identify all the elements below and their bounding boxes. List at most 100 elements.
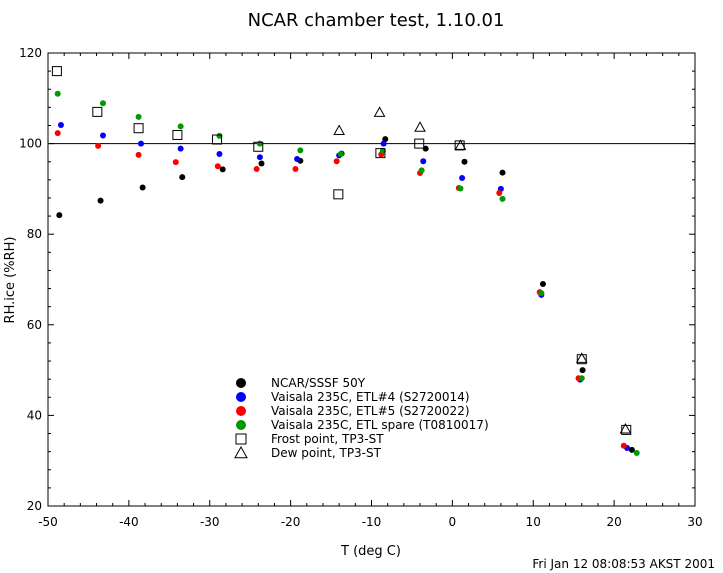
data-point xyxy=(99,100,106,107)
data-point xyxy=(51,66,62,77)
legend-marker xyxy=(235,433,247,445)
data-point xyxy=(135,113,142,120)
chart-title: NCAR chamber test, 1.10.01 xyxy=(248,10,505,31)
legend-label: Vaisala 235C, ETL spare (T0810017) xyxy=(271,418,489,432)
data-point xyxy=(138,140,145,147)
data-point xyxy=(99,132,106,139)
data-point xyxy=(380,140,387,147)
data-point xyxy=(56,212,63,219)
data-point xyxy=(496,189,503,196)
data-point xyxy=(499,169,506,176)
data-point xyxy=(256,140,263,147)
data-point xyxy=(333,124,345,135)
data-point xyxy=(172,129,183,140)
data-point xyxy=(373,106,386,117)
y-tick-label: 80 xyxy=(27,227,42,241)
data-point xyxy=(620,442,627,449)
y-axis-ticks: 20 40 60 80 100 120 xyxy=(19,46,695,513)
legend-label: Vaisala 235C, ETL#4 (S2720014) xyxy=(271,390,470,404)
series-3 xyxy=(54,90,640,456)
data-point xyxy=(256,154,263,161)
data-point xyxy=(538,290,545,297)
data-point xyxy=(54,90,61,97)
data-point xyxy=(97,197,104,204)
legend-label: Frost point, TP3-ST xyxy=(271,432,384,446)
y-axis-title: RH.ice (%RH) xyxy=(3,237,18,324)
data-point xyxy=(418,167,425,174)
data-point xyxy=(633,449,640,456)
data-point xyxy=(179,174,186,181)
x-axis-title: T (deg C) xyxy=(340,544,401,559)
data-point xyxy=(133,123,144,134)
data-series xyxy=(51,66,640,456)
data-point xyxy=(177,145,184,152)
data-point xyxy=(461,158,468,165)
data-point xyxy=(139,184,146,191)
data-point xyxy=(579,367,586,374)
data-point xyxy=(212,134,223,145)
x-tick-label: 20 xyxy=(606,515,621,529)
legend-marker xyxy=(236,392,246,402)
x-tick-label: -50 xyxy=(38,515,58,529)
legend-marker xyxy=(236,406,246,416)
y-tick-label: 60 xyxy=(27,318,42,332)
x-tick-label: 10 xyxy=(526,515,541,529)
legend-label: Dew point, TP3-ST xyxy=(271,446,382,460)
data-point xyxy=(253,141,264,152)
data-point xyxy=(539,281,546,288)
data-point xyxy=(57,122,64,129)
data-point xyxy=(459,175,466,182)
legend-label: Vaisala 235C, ETL#5 (S2720022) xyxy=(271,404,470,418)
legend-marker xyxy=(236,420,246,430)
data-point xyxy=(216,132,223,139)
data-point xyxy=(420,158,427,165)
data-point xyxy=(333,189,344,200)
data-point xyxy=(576,354,587,365)
y-tick-label: 40 xyxy=(27,408,42,422)
x-tick-label: -10 xyxy=(362,515,382,529)
x-tick-label: -20 xyxy=(281,515,301,529)
data-point xyxy=(54,130,61,137)
data-point xyxy=(499,195,506,202)
data-point xyxy=(214,163,221,170)
data-point xyxy=(337,151,344,158)
data-point xyxy=(216,151,223,158)
data-point xyxy=(578,375,585,382)
data-point xyxy=(92,106,103,117)
data-point xyxy=(575,352,588,363)
series-5 xyxy=(333,106,632,434)
data-point xyxy=(382,136,389,143)
data-point xyxy=(135,151,142,158)
x-tick-label: 0 xyxy=(449,515,457,529)
footer-timestamp: Fri Jan 12 08:08:53 AKST 2001 xyxy=(532,557,715,571)
data-point xyxy=(628,446,635,453)
data-point xyxy=(379,147,386,154)
data-point xyxy=(375,148,386,159)
data-point xyxy=(414,138,425,149)
data-point xyxy=(253,165,260,172)
data-point xyxy=(454,139,467,150)
legend-marker xyxy=(234,445,248,459)
y-tick-label: 120 xyxy=(19,46,42,60)
data-point xyxy=(297,147,304,154)
x-tick-label: 30 xyxy=(687,515,702,529)
data-point xyxy=(292,165,299,172)
data-point xyxy=(172,159,179,166)
x-tick-label: -40 xyxy=(119,515,139,529)
data-point xyxy=(294,156,301,163)
data-point xyxy=(95,142,102,149)
legend-marker xyxy=(236,378,246,388)
data-point xyxy=(258,160,265,167)
data-point xyxy=(414,121,426,132)
data-point xyxy=(177,123,184,130)
data-point xyxy=(219,166,226,173)
x-tick-label: -30 xyxy=(200,515,220,529)
y-tick-label: 20 xyxy=(27,499,42,513)
y-tick-label: 100 xyxy=(19,137,42,151)
data-point xyxy=(333,158,340,165)
legend-label: NCAR/SSSF 50Y xyxy=(271,376,366,390)
x-axis-ticks: -50 -40 -30 -20 -10 0 10 20 30 xyxy=(38,53,703,529)
data-point xyxy=(457,185,464,192)
